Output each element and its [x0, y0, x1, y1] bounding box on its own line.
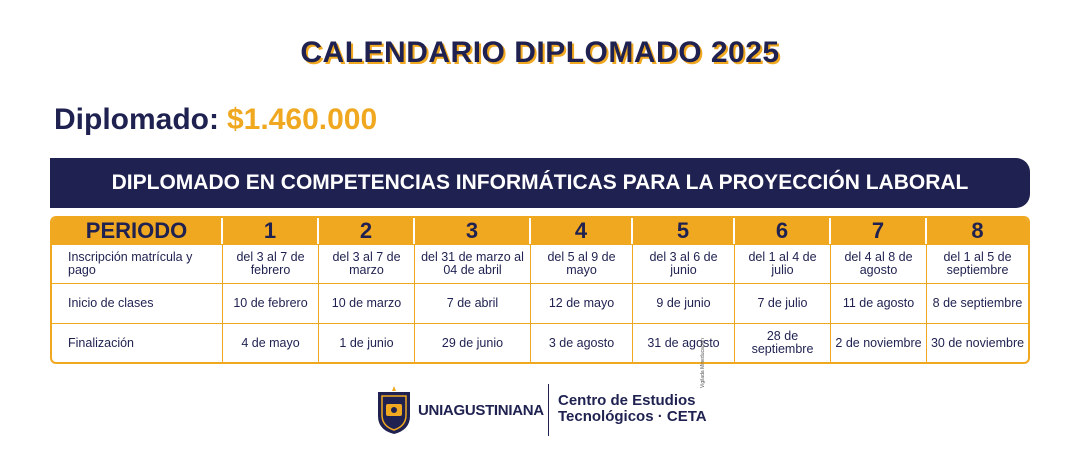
- table-row-inicio: Inicio de clases 10 de febrero 10 de mar…: [52, 283, 1028, 323]
- header-periodo: PERIODO: [52, 218, 223, 244]
- table-cell: 4 de mayo: [223, 323, 319, 362]
- row-label: Inicio de clases: [52, 283, 223, 323]
- vigilada-note: Vigilada Mineducación: [700, 338, 706, 388]
- table-cell: 1 de junio: [319, 323, 415, 362]
- table-header-row: PERIODO 1 2 3 4 5 6 7 8: [52, 218, 1028, 244]
- footer-divider: [548, 384, 549, 436]
- header-period-2: 2: [319, 218, 415, 244]
- table-cell: del 5 al 9 de mayo: [531, 244, 633, 283]
- header-period-7: 7: [831, 218, 927, 244]
- ceta-line-1: Centro de Estudios: [558, 392, 696, 409]
- price-value: $1.460.000: [227, 103, 378, 136]
- row-label: Inscripción matrícula y pago: [52, 244, 223, 283]
- header-period-5: 5: [633, 218, 735, 244]
- university-name: UNIAGUSTINIANA: [418, 402, 544, 419]
- header-period-1: 1: [223, 218, 319, 244]
- table-cell: 2 de noviembre: [831, 323, 927, 362]
- table-cell: 8 de septiembre: [927, 283, 1028, 323]
- header-period-3: 3: [415, 218, 531, 244]
- table-cell: 9 de junio: [633, 283, 735, 323]
- ceta-line-2: Tecnológicos · CETA: [558, 408, 707, 425]
- table-cell: 28 de septiembre: [735, 323, 831, 362]
- table-cell: del 4 al 8 de agosto: [831, 244, 927, 283]
- row-label: Finalización: [52, 323, 223, 362]
- program-banner: DIPLOMADO EN COMPETENCIAS INFORMÁTICAS P…: [50, 158, 1030, 208]
- table-cell: del 3 al 6 de junio: [633, 244, 735, 283]
- table-cell: del 31 de marzo al 04 de abril: [415, 244, 531, 283]
- table-cell: 7 de abril: [415, 283, 531, 323]
- footer-logos: UNIAGUSTINIANA Centro de Estudios Tecnol…: [0, 338, 1080, 440]
- table-cell: 11 de agosto: [831, 283, 927, 323]
- table-cell: 10 de febrero: [223, 283, 319, 323]
- table-cell: 29 de junio: [415, 323, 531, 362]
- header-period-8: 8: [927, 218, 1028, 244]
- schedule-table: PERIODO 1 2 3 4 5 6 7 8 Inscripción matr…: [50, 216, 1030, 364]
- table-cell: del 1 al 4 de julio: [735, 244, 831, 283]
- header-period-6: 6: [735, 218, 831, 244]
- ceta-name: Centro de Estudios Tecnológicos · CETA: [558, 393, 707, 425]
- table-cell: 30 de noviembre: [927, 323, 1028, 362]
- table-row-finalizacion: Finalización 4 de mayo 1 de junio 29 de …: [52, 323, 1028, 362]
- table-cell: del 1 al 5 de septiembre: [927, 244, 1028, 283]
- uniagustiniana-crest-icon: [378, 386, 410, 434]
- table-row-inscripcion: Inscripción matrícula y pago del 3 al 7 …: [52, 244, 1028, 283]
- page-title: CALENDARIO DIPLOMADO 2025: [300, 36, 780, 69]
- table-cell: 7 de julio: [735, 283, 831, 323]
- table-cell: 3 de agosto: [531, 323, 633, 362]
- table-cell: 10 de marzo: [319, 283, 415, 323]
- price-line: Diplomado: $1.460.000: [54, 103, 377, 137]
- table-cell: del 3 al 7 de febrero: [223, 244, 319, 283]
- price-label: Diplomado:: [54, 103, 219, 136]
- header-period-4: 4: [531, 218, 633, 244]
- table-cell: del 3 al 7 de marzo: [319, 244, 415, 283]
- table-cell: 12 de mayo: [531, 283, 633, 323]
- table-cell: 31 de agosto: [633, 323, 735, 362]
